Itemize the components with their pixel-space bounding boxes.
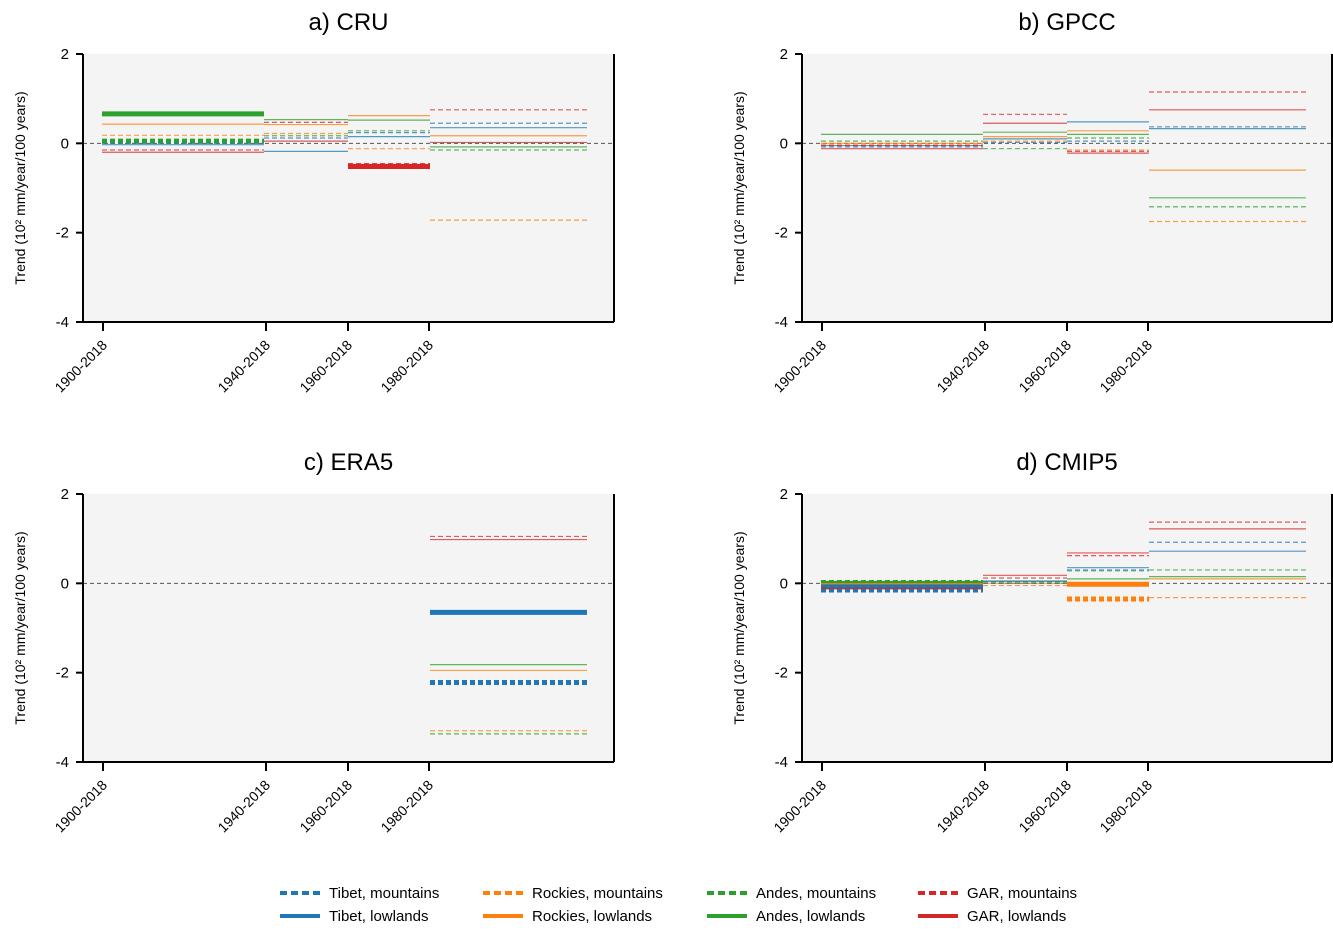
- y-axis-label: Trend (10² mm/year/100 years): [731, 91, 747, 284]
- chart-panel-2: b) GPCC 2 0 -2 -4 Trend (10² mm/year/100 year…: [731, 9, 1333, 396]
- legend-label: GAR, lowlands: [967, 908, 1066, 925]
- y-tick-label: 0: [780, 135, 788, 152]
- y-tick-label: 2: [61, 486, 69, 503]
- x-tick-label: 1900-2018: [51, 777, 110, 836]
- chart-panel-3: c) ERA5 2 0 -2 -4 Trend (10² mm/year/100 year…: [12, 449, 615, 836]
- plot-area: [802, 54, 1332, 322]
- y-tick-label: 2: [780, 486, 788, 503]
- y-tick-label: 2: [61, 46, 69, 63]
- y-tick-label: -2: [775, 665, 788, 682]
- y-tick-label: -2: [775, 225, 788, 242]
- y-tick-label: -4: [56, 754, 69, 771]
- chart-panel-1: a) CRU 2 0 -2 -4 Trend (10² mm/year/100 years…: [12, 9, 615, 396]
- x-tick-label: 1960-2018: [296, 777, 355, 836]
- legend-label: Andes, lowlands: [756, 908, 865, 925]
- legend-label: GAR, mountains: [967, 885, 1077, 902]
- legend-label: Rockies, mountains: [532, 885, 663, 902]
- legend: Tibet, mountains Tibet, lowlands Rockies, …: [280, 885, 1077, 925]
- y-tick-label: 0: [780, 575, 788, 592]
- x-tick-label: 1980-2018: [377, 777, 436, 836]
- y-axis-label: Trend (10² mm/year/100 years): [12, 91, 28, 284]
- y-axis-label: Trend (10² mm/year/100 years): [12, 531, 28, 724]
- chart-title: b) GPCC: [1018, 9, 1115, 36]
- x-tick-label: 1900-2018: [51, 337, 110, 396]
- x-tick-label: 1940-2018: [214, 337, 273, 396]
- x-tick-label: 1960-2018: [1015, 337, 1074, 396]
- y-tick-label: -2: [56, 665, 69, 682]
- x-tick-label: 1940-2018: [933, 337, 992, 396]
- plot-area: [83, 494, 614, 762]
- y-tick-label: -4: [56, 314, 69, 331]
- x-tick-label: 1980-2018: [377, 337, 436, 396]
- plot-area: [802, 494, 1332, 762]
- y-tick-label: -4: [775, 314, 788, 331]
- y-axis-label: Trend (10² mm/year/100 years): [731, 531, 747, 724]
- y-tick-label: 2: [780, 46, 788, 63]
- y-tick-label: -2: [56, 225, 69, 242]
- y-tick-label: 0: [61, 135, 69, 152]
- y-tick-label: 0: [61, 575, 69, 592]
- legend-label: Tibet, lowlands: [329, 908, 429, 925]
- chart-title: d) CMIP5: [1016, 449, 1117, 476]
- legend-label: Andes, mountains: [756, 885, 876, 902]
- x-tick-label: 1940-2018: [214, 777, 273, 836]
- chart-title: a) CRU: [308, 9, 388, 36]
- chart-panel-4: d) CMIP5 2 0 -2 -4 Trend (10² mm/year/100 yea…: [731, 449, 1333, 836]
- plot-area: [83, 54, 614, 322]
- y-tick-label: -4: [775, 754, 788, 771]
- chart-title: c) ERA5: [304, 449, 393, 476]
- x-tick-label: 1960-2018: [296, 337, 355, 396]
- x-tick-label: 1960-2018: [1015, 777, 1074, 836]
- x-tick-label: 1980-2018: [1096, 337, 1155, 396]
- x-tick-label: 1940-2018: [933, 777, 992, 836]
- legend-label: Rockies, lowlands: [532, 908, 652, 925]
- legend-label: Tibet, mountains: [329, 885, 439, 902]
- x-tick-label: 1900-2018: [770, 337, 829, 396]
- x-tick-label: 1900-2018: [770, 777, 829, 836]
- x-tick-label: 1980-2018: [1096, 777, 1155, 836]
